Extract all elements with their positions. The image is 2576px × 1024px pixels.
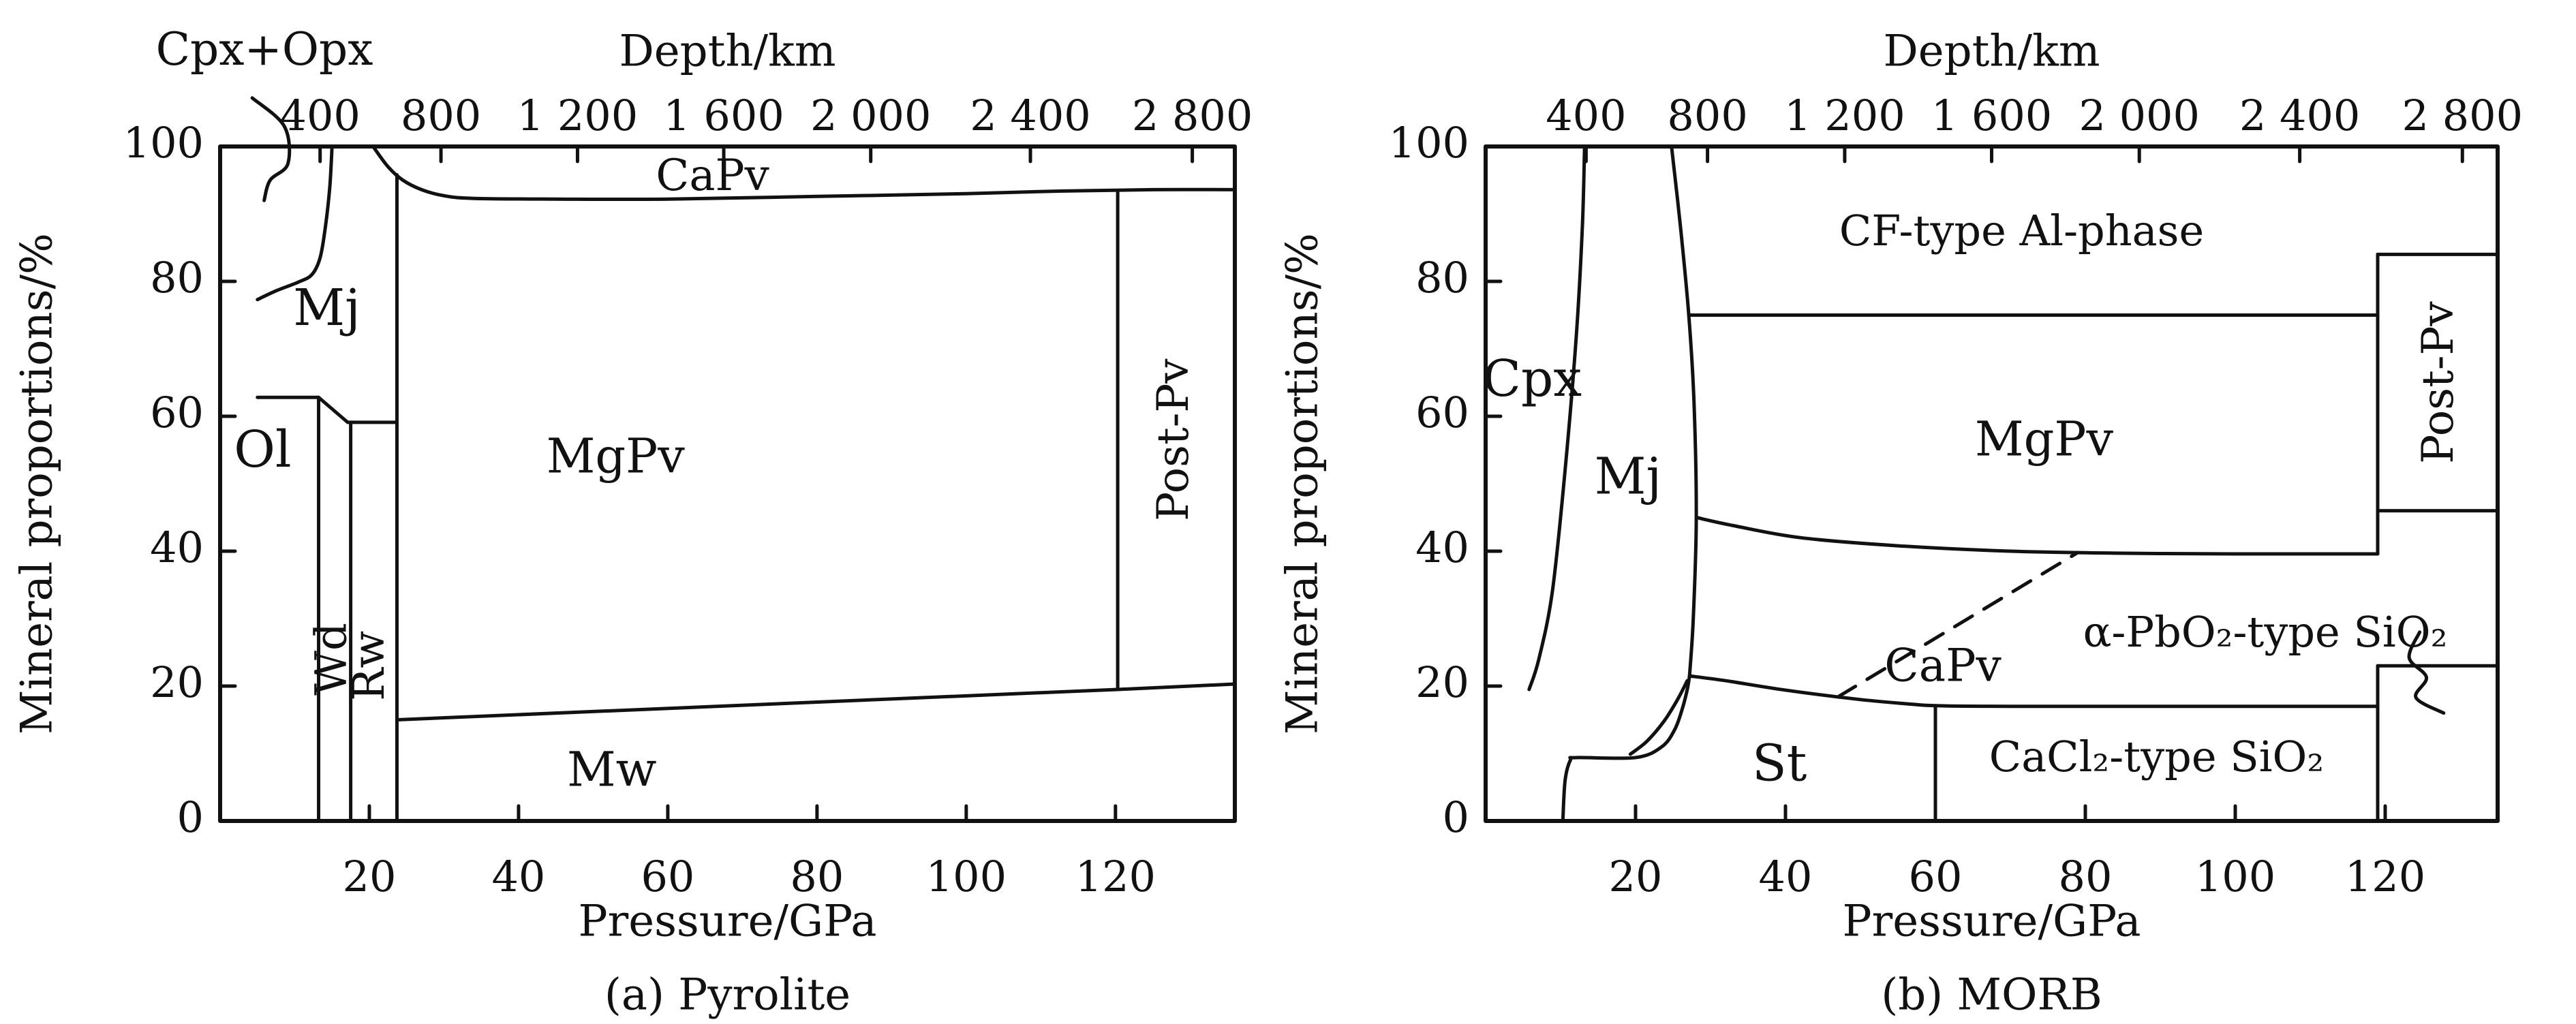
x-tick-label-a: 100 <box>926 852 1007 901</box>
boundary-capv-gradual <box>1836 550 2080 699</box>
x-tick-label-b: 120 <box>2345 852 2425 901</box>
depth-tick-label-a: 2 800 <box>1132 91 1253 140</box>
region-label-mw: Mw <box>567 742 657 798</box>
depth-tick-label-b: 1 600 <box>1931 91 2053 140</box>
boundary-cpx-mj <box>1527 144 1586 692</box>
y-tick-label-b: 40 <box>1415 523 1469 572</box>
x-tick-label-a: 80 <box>790 852 844 901</box>
boundary-capv-st <box>1687 674 2380 709</box>
y-tick-label-a: 40 <box>150 523 204 572</box>
panel-caption-a: (a) Pyrolite <box>604 970 850 1021</box>
x-axis-title-b: Pressure/GPa <box>1843 897 2141 947</box>
y-tick-label-b: 80 <box>1415 253 1469 302</box>
x-axis-title-a: Pressure/GPa <box>579 897 877 947</box>
region-label-mgpv: MgPv <box>1975 412 2114 467</box>
region-label-post-pv: Post-Pv <box>1148 358 1199 521</box>
depth-tick-label-a: 1 600 <box>663 91 784 140</box>
plot-border-a <box>218 144 1237 823</box>
depth-tick-label-b: 400 <box>1546 91 1626 140</box>
depth-tick-label-a: 2 000 <box>810 91 932 140</box>
region-label-mj: Mj <box>1595 448 1662 506</box>
annotation-leader <box>2407 630 2446 715</box>
top-axis-title-b: Depth/km <box>1883 27 2100 77</box>
y-tick-label-b: 60 <box>1415 388 1469 437</box>
y-tick-label-a: 60 <box>150 388 204 437</box>
depth-tick-label-b: 1 200 <box>1784 91 1905 140</box>
boundary-ol-top <box>256 395 399 424</box>
region-label-mgpv: MgPv <box>547 428 686 484</box>
region-label-post-pv: Post-Pv <box>2413 301 2464 463</box>
region-label-wd: Wd <box>307 623 357 696</box>
y-tick-label-a: 80 <box>150 253 204 302</box>
boundary-mj-tail <box>1628 679 1689 756</box>
x-tick-label-a: 60 <box>641 852 694 901</box>
region-label-rw: Rw <box>344 631 395 701</box>
y-tick-label-a: 100 <box>123 118 204 168</box>
region-label-mj: Mj <box>293 279 361 337</box>
depth-tick-label-b: 2 000 <box>2079 91 2200 140</box>
boundary-mw-top <box>395 682 1237 722</box>
depth-tick-label-b: 2 800 <box>2402 91 2524 140</box>
depth-tick-label-b: 800 <box>1667 91 1747 140</box>
boundary-mgpv-bottom <box>1694 516 2380 556</box>
boundary-st-left-top <box>1561 674 1691 823</box>
boundary-capv-mgpv <box>371 144 1237 202</box>
y-tick-label-b: 0 <box>1443 792 1469 842</box>
y-tick-label-b: 100 <box>1389 118 1469 168</box>
y-tick-label-a: 20 <box>150 657 204 707</box>
region-label-cacl-type-sio-: CaCl₂-type SiO₂ <box>1989 732 2325 781</box>
x-tick-label-b: 60 <box>1909 852 1963 901</box>
region-label-cf-type-al-phase: CF-type Al-phase <box>1839 206 2204 255</box>
y-tick-label-b: 20 <box>1415 657 1469 707</box>
x-tick-label-a: 120 <box>1075 852 1156 901</box>
boundary-cpxopx-mj <box>256 144 334 302</box>
depth-tick-label-b: 2 400 <box>2239 91 2361 140</box>
top-axis-title-a: Depth/km <box>619 27 835 77</box>
region-label-cpx: Cpx <box>1482 350 1582 408</box>
x-tick-label-b: 40 <box>1759 852 1813 901</box>
panel-caption-b: (b) MORB <box>1881 970 2102 1021</box>
x-tick-label-b: 20 <box>1609 852 1663 901</box>
x-tick-label-a: 20 <box>343 852 397 901</box>
x-tick-label-b: 100 <box>2195 852 2275 901</box>
region-label-capv: CaPv <box>1884 639 2002 692</box>
boundary-mj-right <box>1670 144 1698 678</box>
annotation-leader <box>250 96 292 202</box>
x-tick-label-b: 80 <box>2059 852 2113 901</box>
y-axis-title-b: Mineral proportions/% <box>1278 233 1328 734</box>
region-label--pbo-type-sio-: α-PbO₂-type SiO₂ <box>2083 607 2448 657</box>
x-tick-label-a: 40 <box>491 852 545 901</box>
depth-tick-label-a: 2 400 <box>970 91 1091 140</box>
annotation-label: Cpx+Opx <box>156 23 373 76</box>
depth-tick-label-a: 1 200 <box>517 91 639 140</box>
region-label-ol: Ol <box>234 420 291 479</box>
region-label-capv: CaPv <box>656 151 769 201</box>
depth-tick-label-a: 800 <box>401 91 481 140</box>
depth-tick-label-a: 400 <box>280 91 361 140</box>
region-label-st: St <box>1752 734 1807 792</box>
y-axis-title-a: Mineral proportions/% <box>12 233 63 734</box>
y-tick-label-a: 0 <box>177 792 204 842</box>
